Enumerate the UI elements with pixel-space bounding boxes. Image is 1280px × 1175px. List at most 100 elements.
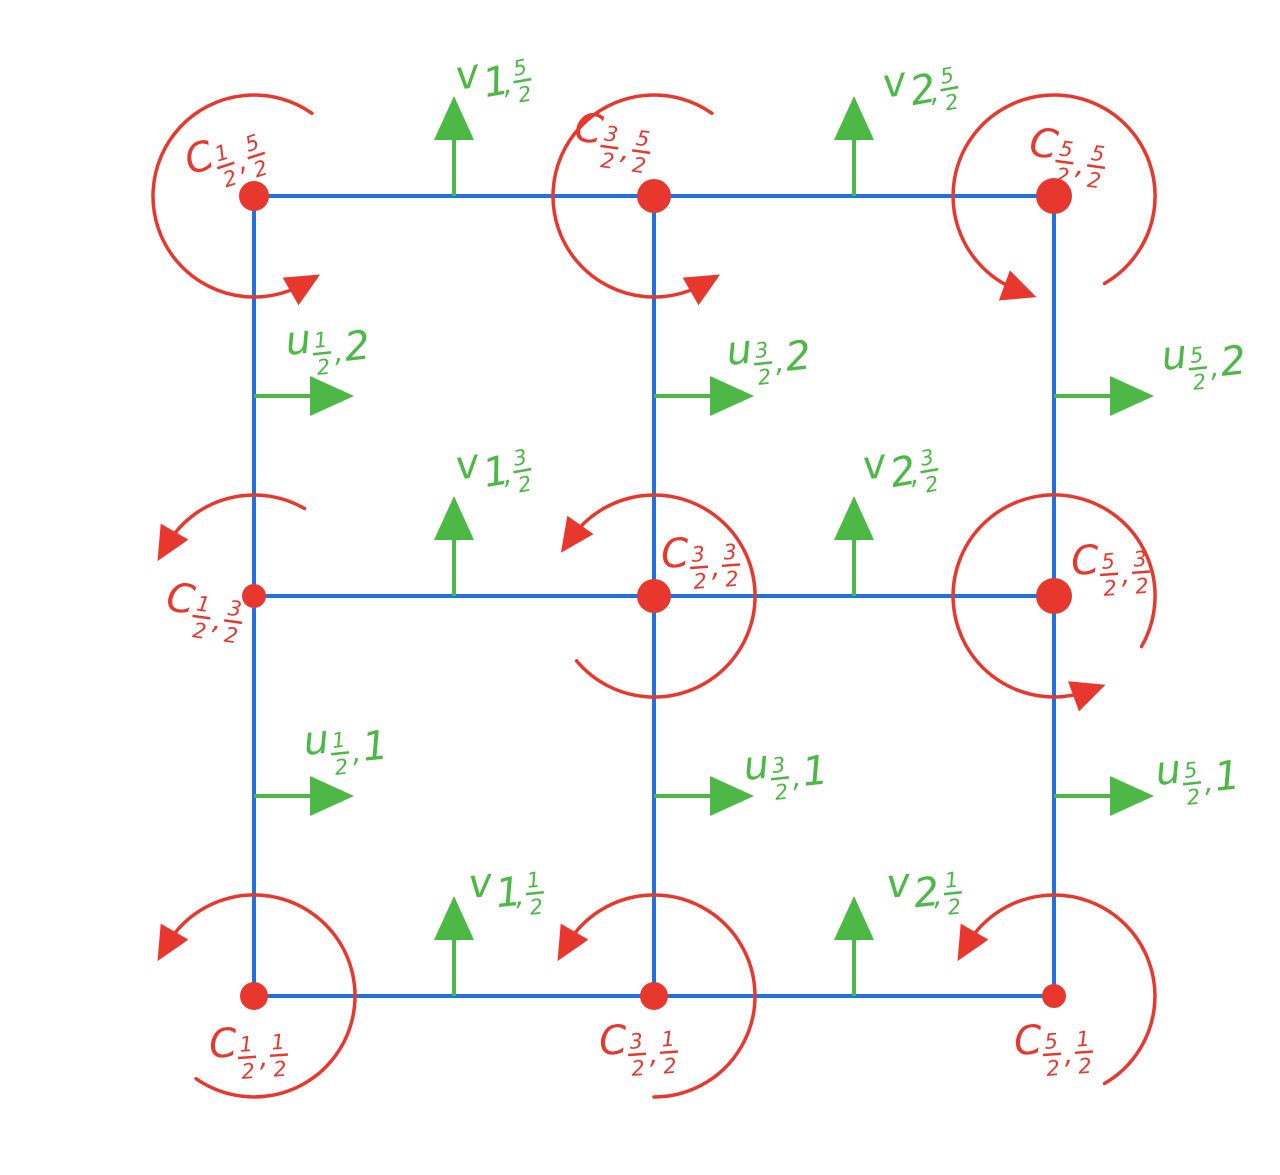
circulation-arc-7 [551, 93, 714, 299]
node-dot-c-half-half [240, 982, 268, 1010]
node-label-c-5half-3half: C 52, 32 [1069, 537, 1151, 601]
node-index-i-numerator: 1 [195, 591, 212, 617]
node-dot-c-half-5half [239, 181, 269, 211]
node-separator: , [1120, 557, 1131, 591]
u-symbol: u [283, 317, 313, 365]
v-symbol: v [466, 860, 496, 908]
node-index-i-denominator: 2 [191, 618, 208, 644]
node-separator: , [258, 1040, 269, 1074]
node-dot-c-3half-5half [637, 179, 671, 213]
v-symbol: v [884, 860, 914, 908]
circulation-arc-0 [164, 893, 357, 1099]
v-label-v-2-3half: v2,32 [859, 440, 941, 497]
u-arrow-u-half-1 [254, 776, 354, 816]
node-symbol: C [1027, 119, 1061, 168]
u-index-i-numerator: 5 [1183, 758, 1199, 783]
node-symbol: C [1012, 1017, 1043, 1065]
v-arrow-v-1-half [434, 896, 474, 996]
u-symbol: u [1159, 332, 1189, 380]
node-index-i-denominator: 2 [220, 165, 240, 192]
v-index-j-denominator: 2 [923, 471, 940, 497]
node-index-j-numerator: 5 [242, 130, 262, 157]
node-index-i-numerator: 3 [603, 121, 620, 147]
circulation-arc-4 [569, 493, 757, 699]
u-separator: , [1208, 350, 1220, 384]
v-arrow-v-1-3half [434, 496, 474, 596]
node-dot-c-3half-half [640, 982, 668, 1010]
u-label-u-3half-1: u 32,1 [741, 742, 830, 805]
u-symbol: u [301, 717, 331, 765]
circulation-arrowhead-3 [157, 523, 189, 562]
node-index-j-numerator: 5 [1090, 141, 1107, 167]
node-index-j-numerator: 1 [271, 1030, 286, 1055]
circulation-arrowhead-1 [557, 923, 589, 962]
u-index-i-denominator: 2 [334, 755, 350, 780]
node-label-c-5half-5half: C52, 52 [1027, 119, 1107, 193]
u-label-u-half-2: u 12,2 [283, 317, 372, 380]
v-label-v-2-half: v2, 12 [884, 860, 962, 920]
circulation-arrowhead-6 [282, 274, 321, 306]
circulation-arrowhead-0 [157, 923, 189, 962]
v-symbol: v [452, 50, 485, 100]
node-index-i-denominator: 2 [599, 148, 616, 174]
node-index-j-denominator: 2 [1134, 574, 1149, 599]
u-index-j: 2 [783, 332, 813, 380]
v-index-j-numerator: 3 [511, 445, 528, 471]
u-arrow-u-half-2 [254, 376, 354, 416]
node-index-j-denominator: 2 [272, 1057, 287, 1082]
v-arrow-v-1-5half [434, 96, 474, 196]
circulation-arrowhead-5 [1068, 681, 1106, 712]
circulation-arc-6 [151, 93, 314, 299]
node-symbol: C [572, 104, 606, 153]
u-arrow-u-5half-1 [1054, 776, 1154, 816]
v-label-v-2-5half: v2,52 [879, 58, 961, 115]
u-label-u-half-1: u 12,1 [301, 717, 390, 780]
node-index-i-denominator: 2 [1103, 576, 1118, 601]
u-index-j: 1 [360, 722, 390, 770]
u-index-i-denominator: 2 [316, 355, 332, 380]
u-arrow-u-3half-2 [654, 376, 754, 416]
circulation-arrowhead-4 [560, 515, 594, 553]
u-arrow-u-5half-2 [1054, 376, 1154, 416]
circulation-arc-1 [564, 893, 757, 1099]
v-symbol: v [452, 440, 485, 490]
node-index-i-numerator: 1 [239, 1032, 254, 1057]
node-index-j-numerator: 1 [661, 1027, 676, 1052]
circulation-arrowhead-2 [957, 923, 989, 962]
node-index-i-denominator: 2 [1054, 163, 1071, 189]
node-index-i-numerator: 3 [629, 1029, 644, 1054]
v-arrow-v-2-3half [834, 496, 874, 596]
node-dot-c-half-3half [242, 584, 266, 608]
node-index-j-numerator: 1 [1076, 1027, 1091, 1052]
u-index-i-denominator: 2 [774, 780, 790, 805]
node-label-c-5half-half: C 52, 12 [1012, 1017, 1094, 1081]
u-index-i-numerator: 3 [754, 338, 770, 363]
node-index-j-denominator: 2 [662, 1054, 677, 1079]
v-symbol: v [879, 58, 912, 108]
u-symbol: u [1153, 747, 1183, 795]
node-symbol: C [1069, 537, 1100, 585]
node-separator: , [211, 603, 224, 637]
u-arrow-u-3half-1 [654, 776, 754, 816]
u-separator: , [1202, 765, 1214, 799]
u-label-u-5half-2: u 52,2 [1159, 332, 1248, 395]
node-dot-c-5half-half [1042, 984, 1066, 1008]
node-separator: , [1063, 1037, 1074, 1071]
circulation-arc-8 [951, 93, 1157, 293]
u-index-j: 2 [342, 322, 372, 370]
u-index-i-numerator: 3 [771, 753, 787, 778]
node-separator: , [1074, 148, 1087, 182]
u-index-i-denominator: 2 [1192, 370, 1208, 395]
node-index-i-numerator: 3 [691, 542, 706, 567]
node-label-c-3half-half: C 32, 12 [597, 1017, 679, 1081]
u-index-j: 1 [1212, 752, 1242, 800]
node-index-j-denominator: 2 [250, 155, 270, 182]
node-label-c-half-half: C 12, 12 [207, 1020, 289, 1084]
v-arrow-v-2-half [834, 896, 874, 996]
u-index-i-numerator: 1 [331, 728, 347, 753]
node-symbol: C [179, 132, 220, 184]
node-separator: , [619, 133, 632, 167]
node-index-j-denominator: 2 [223, 623, 240, 649]
